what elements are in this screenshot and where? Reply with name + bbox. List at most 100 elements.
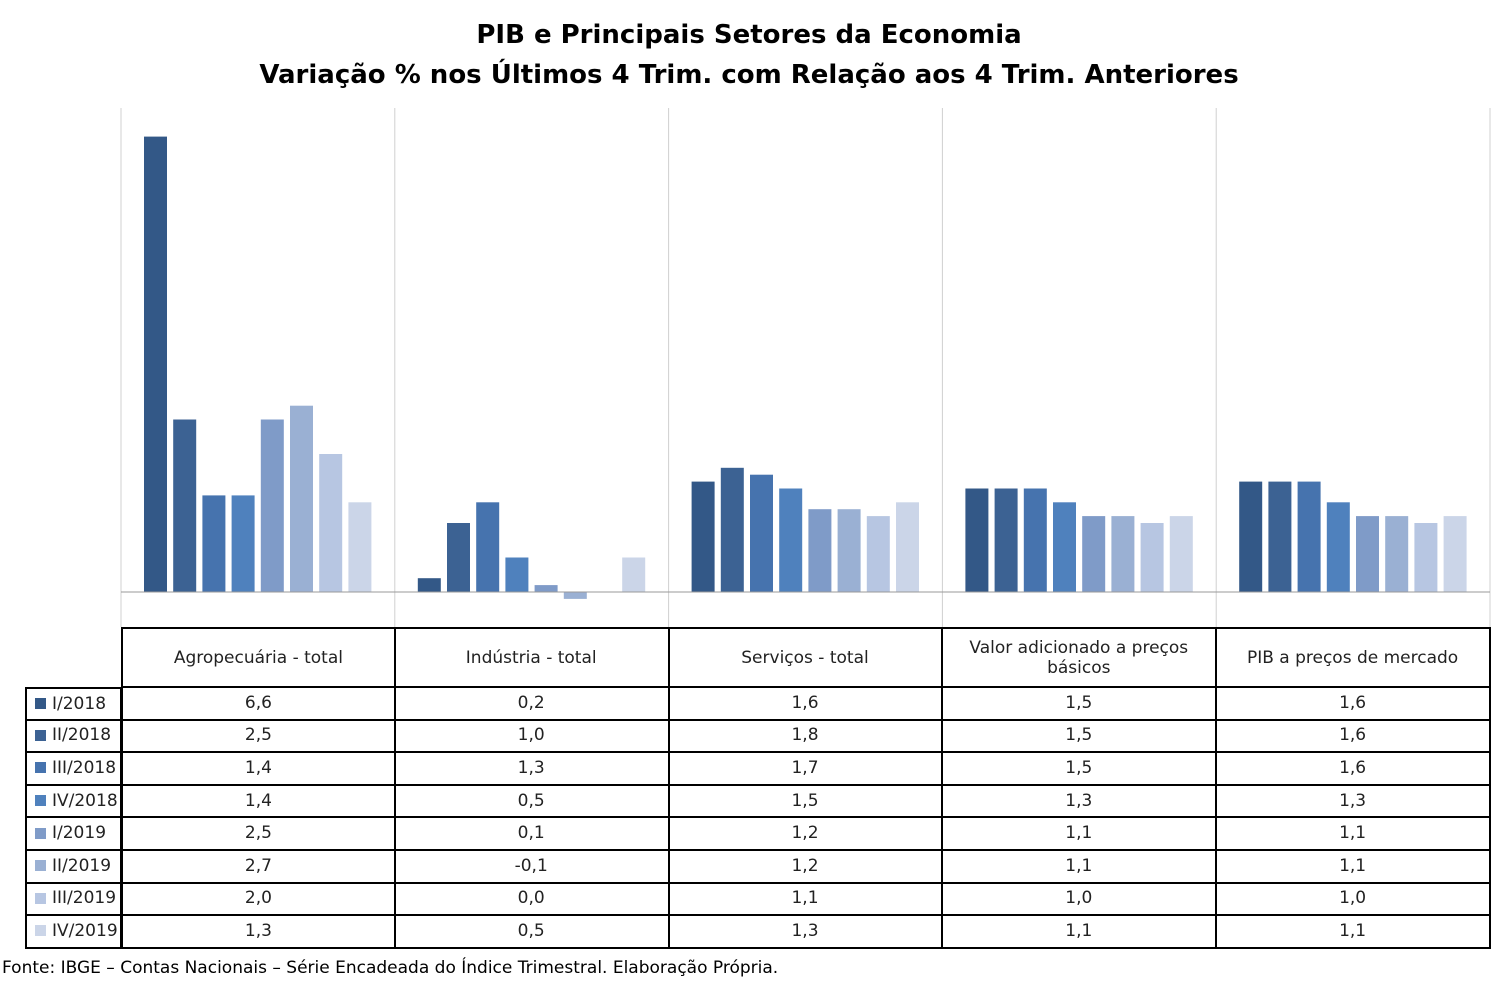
bar-II/2018-3 bbox=[994, 488, 1018, 592]
value-cell: 1,2 bbox=[668, 817, 944, 851]
legend-swatch bbox=[35, 892, 46, 904]
bar-II/2019-4 bbox=[1385, 516, 1409, 592]
bar-IV/2019-0 bbox=[348, 502, 372, 592]
legend-label: IV/2019 bbox=[52, 920, 118, 941]
value-cell: 1,3 bbox=[942, 784, 1218, 819]
legend-entry: IV/2018 bbox=[25, 784, 122, 819]
bar-I/2018-4 bbox=[1239, 481, 1263, 592]
value-cell: 2,0 bbox=[121, 882, 396, 917]
bar-III/2019-2 bbox=[866, 516, 890, 592]
value-cell: 0,0 bbox=[394, 882, 670, 917]
value-cell: 2,5 bbox=[121, 719, 396, 754]
value-cell-text: 2,5 bbox=[244, 823, 272, 844]
bar-IV/2019-1 bbox=[622, 557, 646, 592]
value-cell-text: 1,6 bbox=[1339, 757, 1367, 778]
value-cell-text: 1,6 bbox=[791, 692, 819, 713]
value-cell-text: 1,4 bbox=[244, 790, 272, 811]
value-cell-text: 1,6 bbox=[1339, 692, 1367, 713]
bar-I/2019-4 bbox=[1356, 516, 1379, 592]
value-cell-text: 1,8 bbox=[791, 725, 819, 746]
value-cell: 1,2 bbox=[668, 850, 944, 884]
legend-label: IV/2018 bbox=[52, 790, 118, 811]
bar-I/2019-2 bbox=[808, 509, 832, 592]
value-cell-text: -0,1 bbox=[514, 855, 548, 876]
category-header-text: Agropecuária - total bbox=[173, 647, 343, 668]
category-header-text: Indústria - total bbox=[465, 647, 597, 668]
value-cell: 0,1 bbox=[394, 817, 670, 851]
bar-IV/2018-3 bbox=[1053, 502, 1076, 592]
legend-swatch bbox=[35, 795, 46, 807]
bar-IV/2018-1 bbox=[505, 557, 529, 592]
legend-swatch bbox=[35, 762, 46, 774]
bar-I/2018-3 bbox=[965, 488, 989, 592]
value-cell: 1,7 bbox=[668, 752, 944, 786]
value-cell: 1,0 bbox=[1216, 882, 1491, 917]
legend-label: II/2019 bbox=[52, 855, 112, 876]
value-cell-text: 1,3 bbox=[517, 757, 545, 778]
legend-entry: III/2018 bbox=[25, 752, 122, 786]
chart-subtitle: Variação % nos Últimos 4 Trim. com Relaç… bbox=[259, 60, 1239, 90]
value-cell-text: 1,0 bbox=[517, 725, 545, 746]
value-cell-text: 1,0 bbox=[1339, 888, 1367, 909]
legend-entry: I/2018 bbox=[25, 687, 122, 721]
value-cell: 1,6 bbox=[1216, 687, 1491, 721]
value-cell: 1,3 bbox=[668, 915, 944, 949]
category-header-text: Serviços - total bbox=[741, 647, 869, 668]
legend-label: III/2018 bbox=[52, 757, 117, 778]
bar-I/2018-1 bbox=[417, 578, 441, 592]
value-cell-text: 1,3 bbox=[791, 920, 819, 941]
value-cell: 1,3 bbox=[394, 752, 670, 786]
category-header: Serviços - total bbox=[668, 627, 944, 688]
value-cell-text: 1,2 bbox=[791, 823, 819, 844]
bar-I/2019-3 bbox=[1082, 516, 1106, 592]
value-cell-text: 1,1 bbox=[1339, 855, 1367, 876]
value-cell-text: 0,5 bbox=[517, 920, 545, 941]
value-cell-text: 1,4 bbox=[244, 757, 272, 778]
value-cell: 1,1 bbox=[942, 817, 1218, 851]
value-cell-text: 1,2 bbox=[791, 855, 819, 876]
value-cell-text: 1,1 bbox=[1339, 920, 1367, 941]
value-cell-text: 1,1 bbox=[1065, 920, 1093, 941]
bar-I/2018-0 bbox=[144, 136, 167, 592]
value-cell: 1,0 bbox=[394, 719, 670, 754]
bar-II/2019-1 bbox=[563, 592, 587, 599]
value-cell: 1,1 bbox=[668, 882, 944, 917]
bar-II/2019-2 bbox=[837, 509, 861, 592]
value-cell-text: 2,7 bbox=[244, 855, 272, 876]
legend-label: I/2018 bbox=[52, 693, 107, 714]
bar-III/2019-4 bbox=[1414, 523, 1438, 592]
bar-IV/2018-4 bbox=[1326, 502, 1350, 592]
bar-II/2019-3 bbox=[1111, 516, 1135, 592]
bar-IV/2018-2 bbox=[779, 488, 803, 592]
value-cell-text: 1,3 bbox=[1065, 790, 1093, 811]
value-cell: 1,5 bbox=[942, 687, 1218, 721]
value-cell-text: 1,1 bbox=[1065, 855, 1093, 876]
legend-swatch bbox=[35, 729, 46, 741]
value-cell: 1,6 bbox=[1216, 752, 1491, 786]
bar-I/2019-1 bbox=[534, 585, 558, 592]
bar-I/2018-2 bbox=[691, 481, 715, 592]
legend-entry: II/2018 bbox=[25, 719, 122, 754]
bar-IV/2019-3 bbox=[1169, 516, 1193, 592]
source-note: Fonte: IBGE – Contas Nacionais – Série E… bbox=[2, 958, 779, 978]
value-cell: 1,1 bbox=[1216, 817, 1491, 851]
legend-label: III/2019 bbox=[52, 888, 117, 909]
category-header: Agropecuária - total bbox=[121, 627, 396, 688]
bar-III/2018-2 bbox=[750, 474, 773, 592]
value-cell: 6,6 bbox=[121, 687, 396, 721]
value-cell: 2,5 bbox=[121, 817, 396, 851]
legend-swatch bbox=[35, 860, 46, 872]
value-cell: 1,3 bbox=[1216, 784, 1491, 819]
value-cell-text: 0,2 bbox=[517, 692, 545, 713]
value-cell: 0,5 bbox=[394, 784, 670, 819]
value-cell-text: 0,5 bbox=[517, 790, 545, 811]
category-header-text: PIB a preços de mercado bbox=[1246, 647, 1459, 668]
bar-III/2018-1 bbox=[476, 502, 500, 592]
value-cell: 1,6 bbox=[1216, 719, 1491, 754]
legend-swatch bbox=[35, 698, 46, 710]
value-cell-text: 1,5 bbox=[791, 790, 819, 811]
value-cell-text: 1,0 bbox=[1065, 888, 1093, 909]
value-cell: 1,8 bbox=[668, 719, 944, 754]
